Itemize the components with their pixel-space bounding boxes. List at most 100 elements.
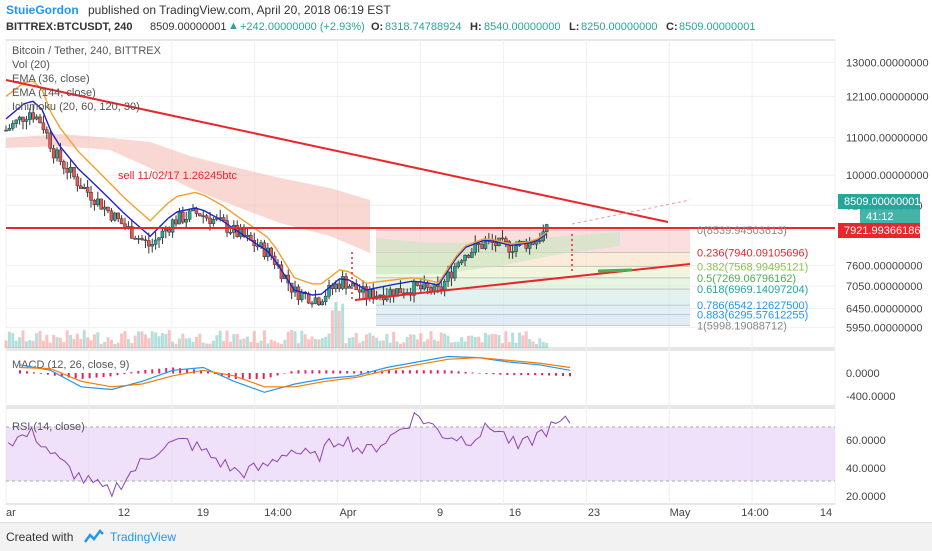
candle-body — [306, 293, 311, 304]
time-tick-10: 14 — [820, 507, 832, 519]
time-axis[interactable]: ar 12 19 14:00 Apr 9 16 23 May 14:00 14 — [6, 507, 832, 519]
fib-label-6: 0.883(6295.57612255) — [697, 309, 808, 321]
macd-hist-bar — [569, 373, 571, 377]
macd-hist-bar — [506, 373, 509, 376]
macd-hist-bar — [255, 373, 258, 379]
candle-body — [28, 112, 32, 120]
volume-bar — [262, 330, 266, 348]
macd-hist-bar — [130, 372, 133, 374]
volume-bar — [446, 335, 450, 348]
symbol-label: BITTREX:BTCUSDT, 240 — [6, 21, 133, 33]
volume-bar — [531, 341, 535, 348]
volume-bar — [310, 336, 314, 348]
volume-bar — [177, 338, 181, 348]
time-tick-9: 14:00 — [741, 507, 769, 519]
macd-hist-bar — [548, 373, 551, 376]
volume-bar — [232, 334, 236, 348]
volume-bar — [147, 338, 151, 348]
rsi-label: RSI (14, close) — [12, 421, 85, 433]
volume-bar — [500, 343, 504, 348]
last-price: 8509.00000001 — [150, 21, 227, 33]
chart-area[interactable]: sell 11/02/17 1.26245btc Bitcoin / Tethe… — [0, 38, 932, 522]
volume-bar — [11, 333, 15, 348]
volume-bar — [69, 335, 73, 348]
volume-bar — [330, 310, 334, 348]
volume-bar — [99, 343, 103, 348]
price-tick-3: 10000.00000000 — [846, 170, 929, 182]
candle-body — [245, 234, 250, 238]
legend: Bitcoin / Tether, 240, BITTREX Vol (20) … — [12, 45, 162, 113]
macd-hist-bar — [137, 370, 140, 374]
macd-hist-bar — [165, 368, 168, 374]
author-link[interactable]: StuieGordon — [6, 3, 79, 17]
candle-body — [7, 128, 12, 131]
candle-body — [113, 212, 117, 221]
volume-bar — [429, 331, 433, 348]
volume-bar — [137, 331, 141, 348]
macd-hist-bar — [457, 371, 460, 374]
descending-trendline[interactable] — [5, 79, 669, 223]
low-value: 8250.00000000 — [581, 21, 658, 33]
macd-hist-bar — [74, 373, 77, 379]
candle-body — [340, 276, 345, 289]
ema-lines — [5, 80, 548, 296]
fib-label-2: 0.382(7568.99495121) — [697, 262, 808, 274]
macd-hist-bar — [158, 368, 161, 374]
volume-bar — [191, 341, 195, 348]
fib-label-7: 1(5998.19088712) — [697, 321, 787, 333]
candle-body — [344, 276, 348, 289]
fib-label-5: 0.786(6542.12627500) — [697, 300, 808, 312]
candle-body — [136, 238, 141, 240]
volume-bar — [432, 339, 436, 348]
macd-hist-bar — [123, 373, 126, 374]
macd-hist-bar — [485, 373, 488, 374]
macd-hist-bar — [46, 373, 49, 375]
candle-body — [194, 208, 199, 214]
candle-body — [320, 301, 324, 306]
volume-bar — [150, 331, 154, 348]
volume-bar — [113, 343, 117, 348]
volume-bar — [511, 332, 515, 348]
volume-bar — [181, 333, 185, 348]
volume-bar — [7, 331, 11, 348]
candle-body — [466, 254, 471, 258]
volume-bar — [222, 341, 226, 348]
volume-bar — [303, 334, 307, 348]
candle-body — [41, 122, 46, 131]
volume-bar — [279, 343, 283, 348]
price-tick-0: 13000.00000000 — [846, 58, 929, 70]
macd-label: MACD (12, 26, close, 9) — [12, 359, 129, 371]
price-tick-5: 7600.00000000 — [846, 260, 922, 272]
volume-bar — [354, 332, 358, 348]
volume-bar — [188, 338, 192, 348]
candle-body — [68, 167, 73, 173]
volume-bar — [266, 343, 270, 348]
volume-bar — [426, 339, 430, 348]
footer: Created with TradingView — [0, 522, 932, 551]
candle-body — [317, 297, 321, 306]
candle-body — [119, 218, 124, 225]
candle-body — [157, 237, 161, 241]
candle-body — [123, 223, 127, 228]
macd-hist-bar — [67, 373, 70, 378]
candle-body — [14, 119, 18, 124]
volume-bar — [21, 330, 25, 348]
volume-bar — [55, 337, 59, 348]
macd-hist-bar — [32, 372, 35, 374]
tradingview-brand[interactable]: TradingView — [110, 530, 177, 544]
price-tick-6: 7050.00000000 — [846, 281, 922, 293]
volume-bar — [79, 338, 83, 348]
candle-body — [62, 161, 66, 169]
low-label: L: — [569, 21, 580, 33]
volume-bar — [307, 339, 311, 348]
rsi-series — [7, 411, 571, 498]
candle-body — [177, 211, 182, 225]
candle-body — [65, 167, 69, 173]
ascending-trendline[interactable] — [354, 263, 691, 301]
fib-zone-3 — [376, 277, 690, 290]
macd-hist-bar — [283, 373, 286, 374]
candle-body — [82, 186, 86, 189]
candle-body — [150, 244, 154, 247]
volume-bar — [361, 340, 365, 348]
macd-hist-bar — [527, 373, 530, 376]
